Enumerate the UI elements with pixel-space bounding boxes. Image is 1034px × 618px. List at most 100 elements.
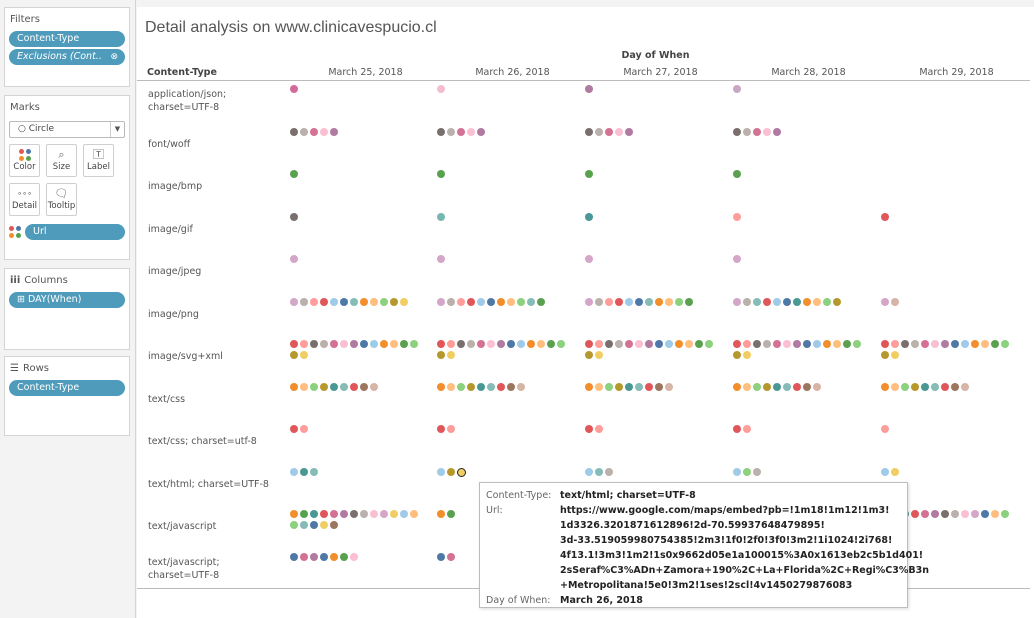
data-point[interactable] (290, 467, 298, 476)
data-point[interactable] (685, 297, 693, 306)
marks-color-button[interactable]: Color (9, 144, 40, 177)
data-point[interactable] (290, 297, 298, 306)
row-header[interactable]: text/css; charset=utf-8 (148, 436, 257, 447)
data-point[interactable] (881, 351, 889, 359)
data-point[interactable] (320, 510, 328, 518)
data-point[interactable] (961, 382, 969, 391)
data-point[interactable] (733, 467, 741, 476)
marks-size-button[interactable]: ⌕ Size (46, 144, 77, 177)
data-point[interactable] (881, 212, 889, 221)
data-point[interactable] (437, 552, 445, 561)
data-point[interactable] (320, 382, 328, 391)
data-point[interactable] (743, 382, 751, 391)
data-point[interactable] (625, 340, 633, 348)
data-point[interactable] (330, 297, 338, 306)
data-point[interactable] (400, 510, 408, 518)
data-point[interactable] (370, 382, 378, 391)
data-point[interactable] (467, 297, 475, 306)
data-point[interactable] (675, 297, 683, 306)
data-point[interactable] (763, 340, 771, 348)
data-point[interactable] (605, 340, 613, 348)
data-point[interactable] (300, 552, 308, 561)
data-point[interactable] (410, 340, 418, 348)
data-point[interactable] (467, 382, 475, 391)
data-point[interactable] (437, 467, 445, 476)
data-point[interactable] (803, 297, 811, 306)
data-point[interactable] (635, 340, 643, 348)
data-point[interactable] (911, 340, 919, 348)
data-point[interactable] (390, 510, 398, 518)
data-point[interactable] (340, 382, 348, 391)
data-point[interactable] (585, 382, 593, 391)
data-point[interactable] (437, 425, 445, 433)
data-point[interactable] (330, 521, 338, 529)
data-point[interactable] (380, 297, 388, 306)
data-point[interactable] (477, 340, 485, 348)
data-point[interactable] (290, 425, 298, 433)
data-point[interactable] (370, 297, 378, 306)
data-point[interactable] (971, 340, 979, 348)
data-point[interactable] (881, 382, 889, 391)
data-point[interactable] (380, 510, 388, 518)
data-point[interactable] (951, 382, 959, 391)
row-header[interactable]: application/json; charset=UTF-8 (148, 89, 227, 113)
data-point[interactable] (941, 510, 949, 518)
data-point[interactable] (290, 255, 298, 263)
data-point[interactable] (370, 340, 378, 348)
data-point[interactable] (773, 382, 781, 391)
data-point[interactable] (340, 297, 348, 306)
data-point[interactable] (753, 467, 761, 476)
data-point[interactable] (557, 340, 565, 348)
data-point[interactable] (635, 382, 643, 391)
data-point[interactable] (310, 521, 318, 529)
data-point[interactable] (585, 85, 593, 93)
row-header[interactable]: image/jpeg (148, 266, 202, 277)
data-point[interactable] (585, 297, 593, 306)
data-point[interactable] (320, 127, 328, 136)
data-point[interactable] (497, 340, 505, 348)
row-header[interactable]: text/html; charset=UTF-8 (148, 478, 269, 490)
data-point[interactable] (991, 340, 999, 348)
data-point[interactable] (517, 382, 525, 391)
filter-pill-content-type[interactable]: Content-Type (9, 31, 125, 47)
data-point[interactable] (891, 382, 899, 391)
data-point[interactable] (833, 340, 841, 348)
data-point[interactable] (743, 340, 751, 348)
data-point[interactable] (585, 425, 593, 433)
data-point[interactable] (685, 340, 693, 348)
data-point[interactable] (585, 467, 593, 476)
data-point[interactable] (320, 340, 328, 348)
data-point[interactable] (447, 127, 455, 136)
data-point[interactable] (813, 382, 821, 391)
data-point[interactable] (615, 297, 623, 306)
data-point[interactable] (853, 340, 861, 348)
data-point[interactable] (733, 85, 741, 93)
data-point[interactable] (447, 425, 455, 433)
data-point[interactable] (1001, 510, 1009, 518)
data-point[interactable] (467, 127, 475, 136)
data-point[interactable] (1001, 340, 1009, 348)
data-point[interactable] (793, 340, 801, 348)
data-point[interactable] (290, 127, 298, 136)
data-point[interactable] (437, 85, 445, 93)
data-point[interactable] (330, 510, 338, 518)
data-point[interactable] (585, 340, 593, 348)
data-point[interactable] (447, 510, 455, 518)
data-point[interactable] (457, 382, 465, 391)
data-point[interactable] (290, 212, 298, 221)
data-point[interactable] (437, 351, 445, 359)
row-header[interactable]: font/woff (148, 138, 191, 150)
data-point[interactable] (743, 467, 751, 476)
data-point[interactable] (437, 170, 445, 178)
data-point[interactable] (595, 127, 603, 136)
data-point[interactable] (330, 552, 338, 561)
data-point[interactable] (330, 127, 338, 136)
data-point[interactable] (625, 297, 633, 306)
data-point[interactable] (803, 382, 811, 391)
data-point[interactable] (655, 297, 663, 306)
data-point[interactable] (931, 340, 939, 348)
data-point[interactable] (961, 510, 969, 518)
data-point[interactable] (380, 340, 388, 348)
data-point[interactable] (595, 382, 603, 391)
data-point[interactable] (360, 340, 368, 348)
